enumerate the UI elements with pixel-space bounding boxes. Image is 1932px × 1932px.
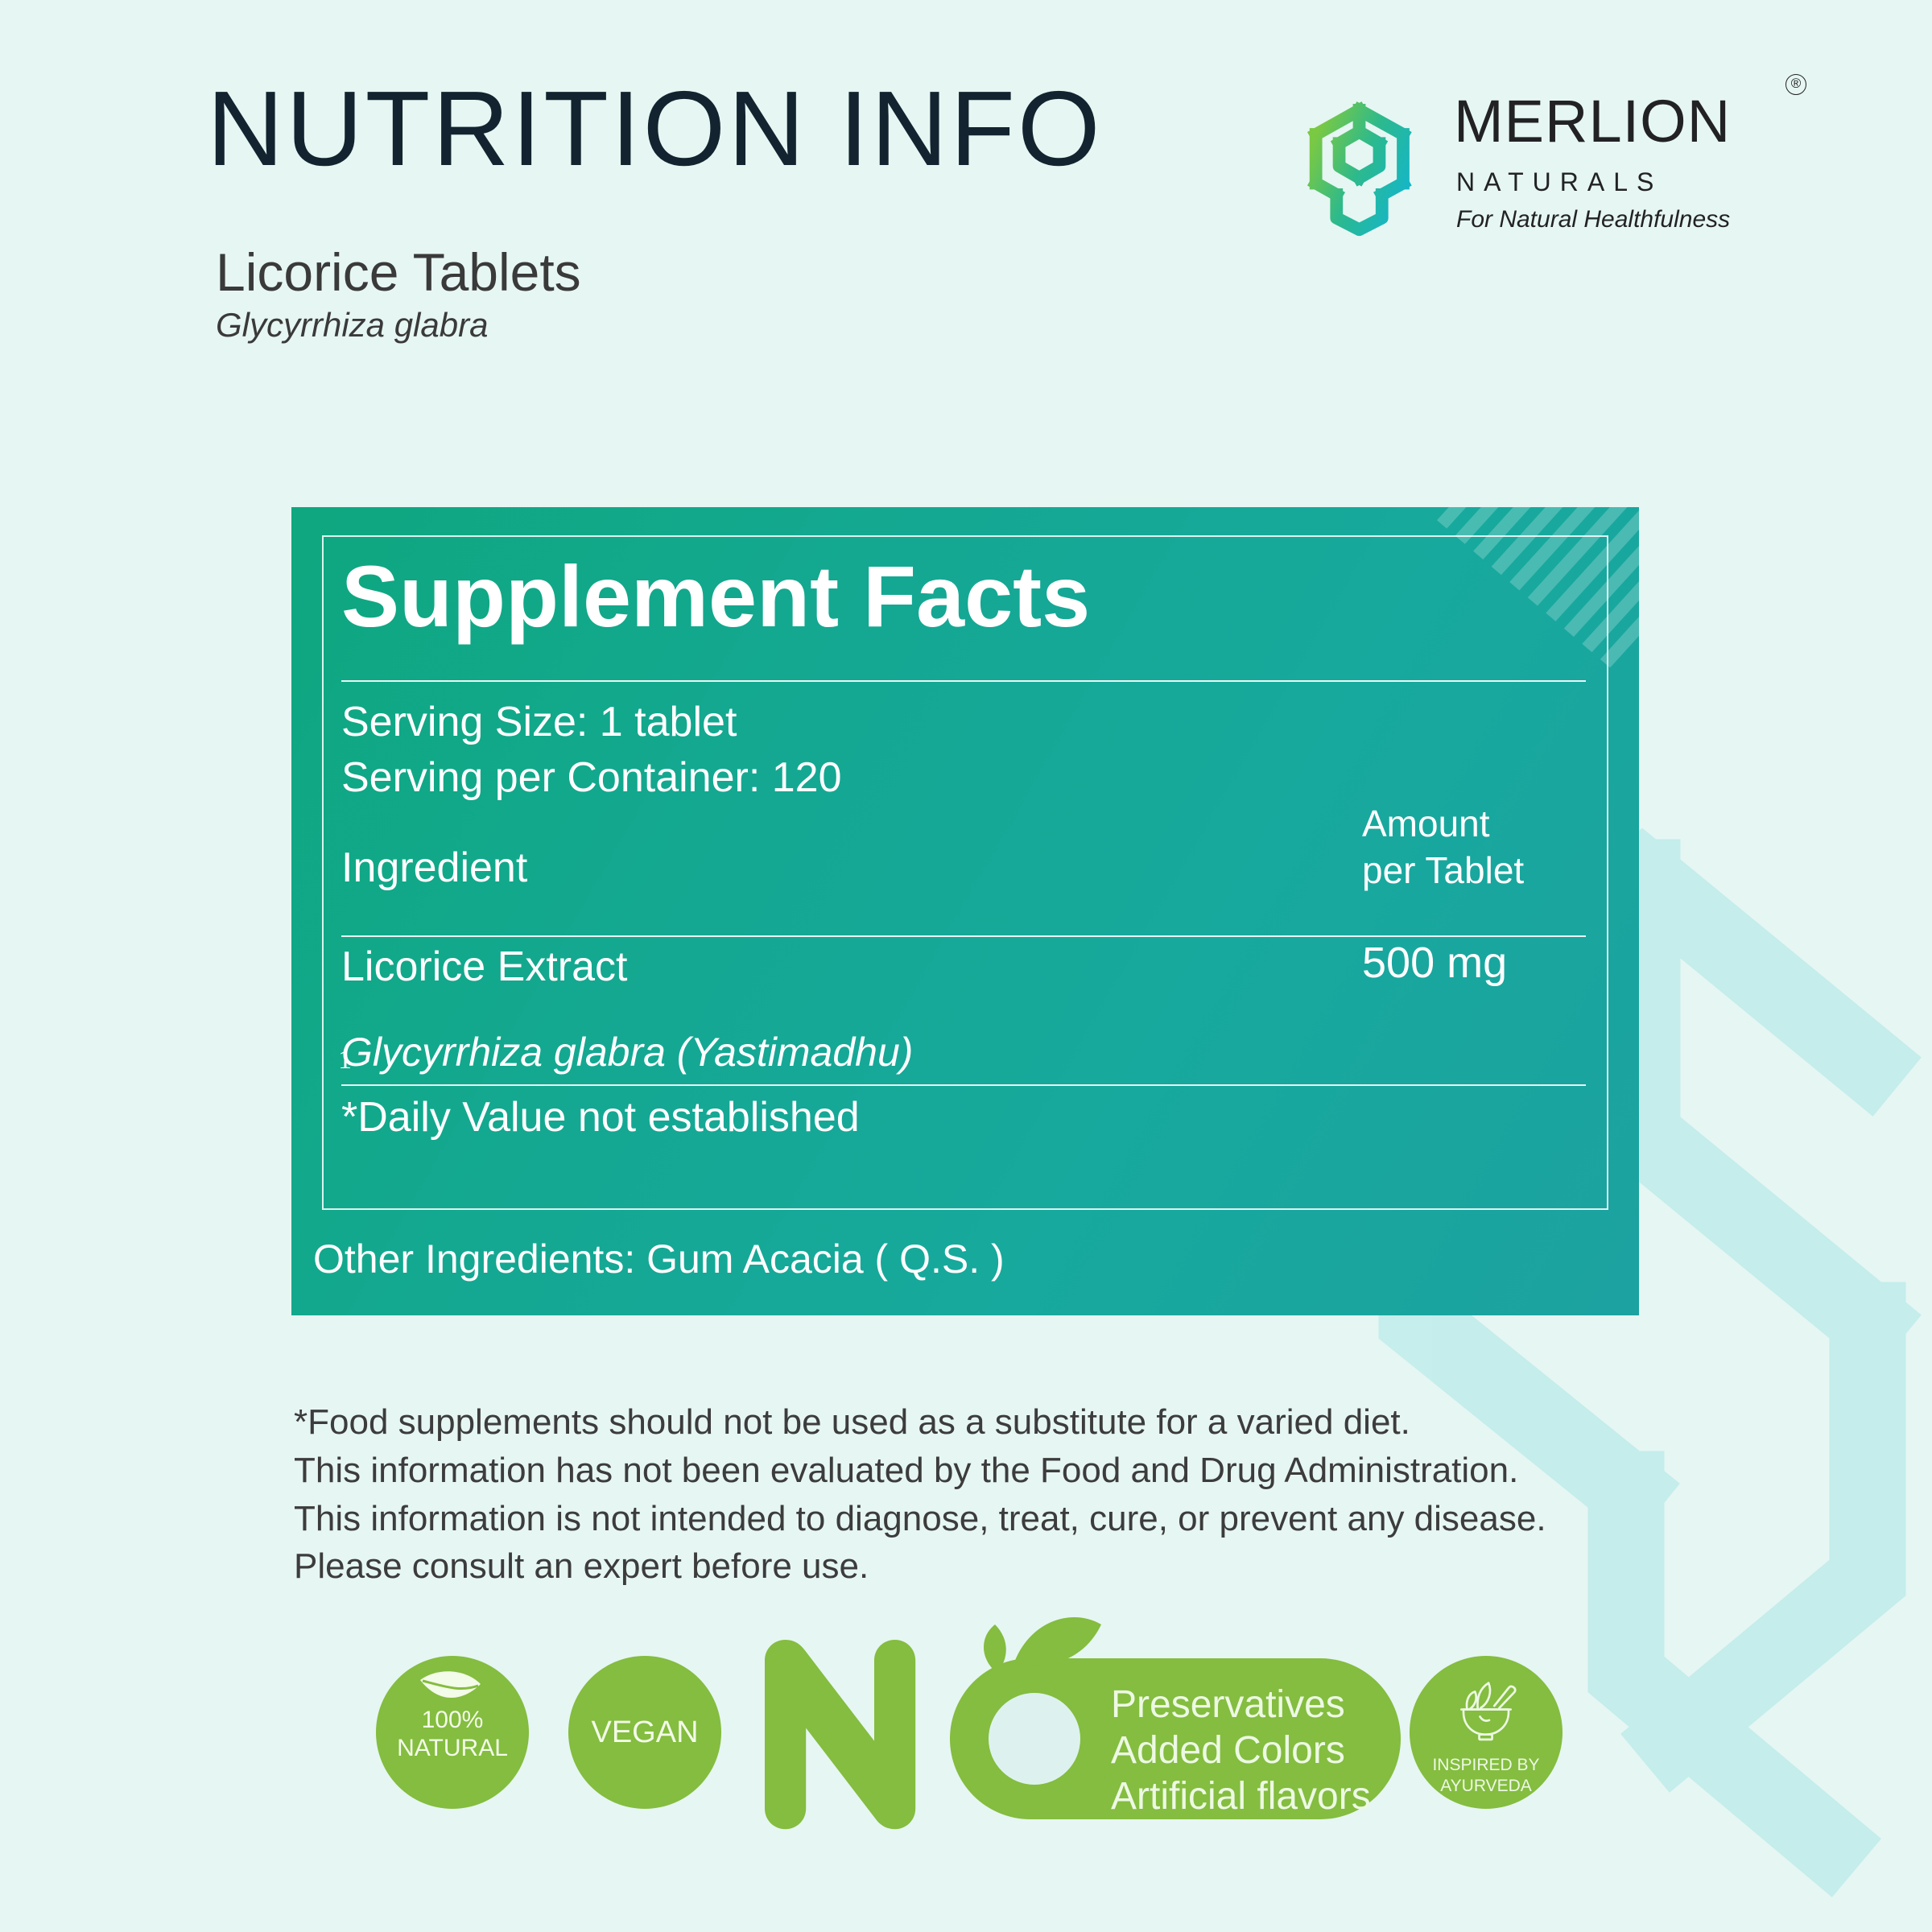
svg-text:Preservatives: Preservatives (1111, 1683, 1345, 1726)
svg-text:Added Colors: Added Colors (1111, 1729, 1345, 1772)
svg-text:Artificial flavors: Artificial flavors (1111, 1775, 1371, 1818)
